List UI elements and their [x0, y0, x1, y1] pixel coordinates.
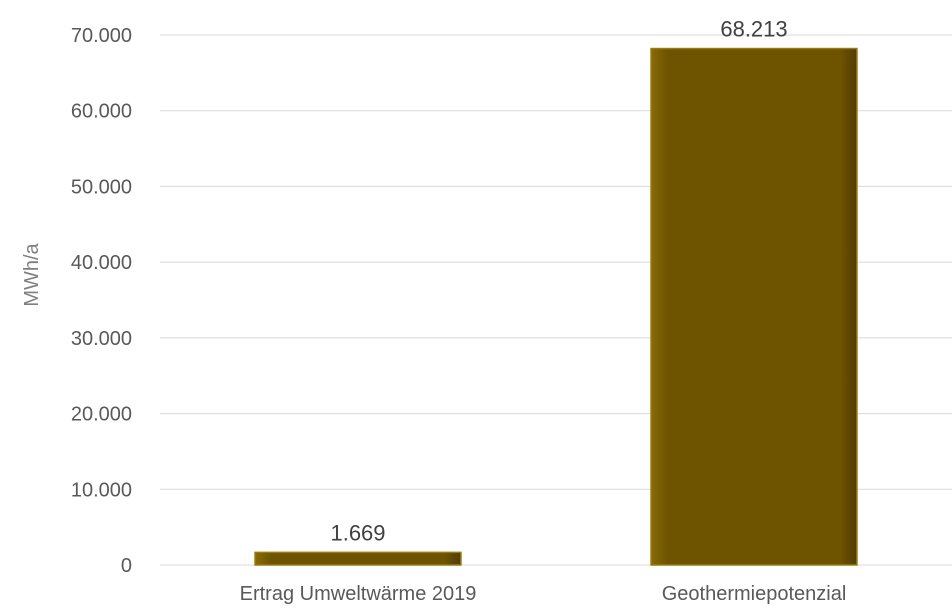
x-category-label: Geothermiepotenzial — [662, 583, 847, 605]
x-category-label: Ertrag Umweltwärme 2019 — [240, 583, 477, 605]
y-axis-title: MWh/a — [21, 242, 43, 306]
data-labels: 1.669 68.213 — [330, 17, 787, 546]
y-tick-label: 60.000 — [71, 101, 132, 123]
y-tick-label: 30.000 — [71, 328, 132, 350]
y-tick-label: 40.000 — [71, 252, 132, 274]
bar — [254, 551, 462, 566]
y-tick-label: 0 — [121, 555, 132, 577]
bar-value-label: 68.213 — [720, 17, 787, 42]
bar-value-label: 1.669 — [330, 520, 385, 545]
y-tick-label: 20.000 — [71, 404, 132, 426]
bar — [650, 47, 858, 566]
y-axis-tick-labels: 0 10.000 20.000 30.000 40.000 50.000 60.000 70.… — [71, 25, 132, 577]
y-tick-label: 70.000 — [71, 25, 132, 47]
bars — [254, 47, 858, 566]
x-axis-category-labels: Ertrag Umweltwärme 2019 Geothermiepotenzi… — [240, 583, 847, 605]
gridlines — [160, 34, 952, 566]
y-tick-label: 50.000 — [71, 176, 132, 198]
y-tick-label: 10.000 — [71, 479, 132, 501]
